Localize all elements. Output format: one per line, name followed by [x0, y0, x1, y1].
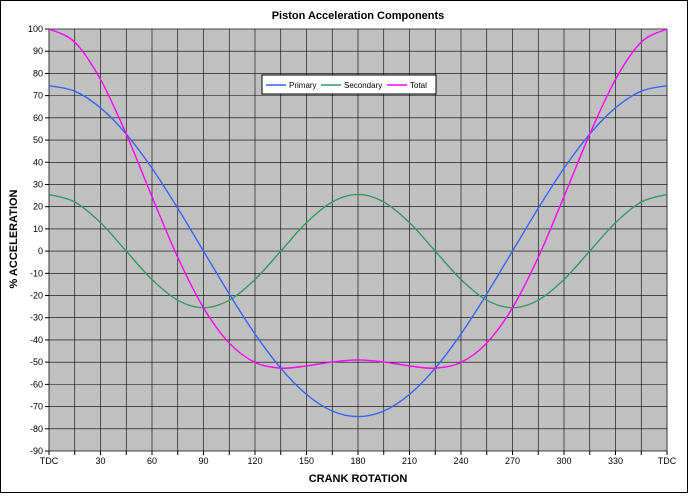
- y-tick-label: -10: [30, 268, 43, 278]
- x-tick-label: 270: [505, 456, 520, 466]
- y-tick-label: -20: [30, 291, 43, 301]
- legend: Primary Secondary Total: [261, 74, 437, 95]
- x-tick-label: 300: [556, 456, 571, 466]
- y-tick-label: -40: [30, 335, 43, 345]
- chart-title: Piston Acceleration Components: [272, 10, 445, 22]
- legend-box: [261, 74, 437, 95]
- y-tick-label: -70: [30, 402, 43, 412]
- y-tick-label: 100: [28, 24, 43, 34]
- y-tick-label: 0: [38, 246, 43, 256]
- x-tick-label: 120: [247, 456, 262, 466]
- series-lines: [48, 28, 668, 418]
- x-tick-label: 210: [402, 456, 417, 466]
- y-tick-label: 40: [33, 157, 43, 167]
- y-tick-label: 10: [33, 224, 43, 234]
- legend-label-secondary: Secondary: [344, 81, 382, 90]
- y-tick-label: 50: [33, 135, 43, 145]
- y-tick-label: -90: [30, 446, 43, 456]
- x-axis-title: CRANK ROTATION: [309, 473, 408, 485]
- x-tick-label: 30: [95, 456, 105, 466]
- y-axis-ticks: 1009080706050403020100-10-20-30-40-50-60…: [28, 24, 49, 456]
- x-axis-ticks: TDC 30 60 90 120 150 180 210 240 270 300 330 TDC: [40, 451, 677, 466]
- series-line-total: [48, 28, 668, 369]
- y-tick-label: 70: [33, 91, 43, 101]
- x-tick-label: 180: [350, 456, 365, 466]
- y-tick-label: -50: [30, 357, 43, 367]
- legend-label-total: Total: [410, 81, 427, 90]
- y-axis-title: % ACCELERATION: [8, 189, 20, 288]
- grid-lines: [48, 28, 668, 452]
- x-tick-label: 330: [608, 456, 623, 466]
- series-line-secondary: [48, 193, 668, 309]
- y-tick-label: -60: [30, 379, 43, 389]
- y-tick-label: -30: [30, 313, 43, 323]
- x-tick-label: 60: [147, 456, 157, 466]
- series-line-primary: [48, 84, 668, 418]
- x-tick-label: 150: [299, 456, 314, 466]
- y-tick-label: -80: [30, 424, 43, 434]
- x-tick-label: 240: [453, 456, 468, 466]
- x-tick-label: 90: [198, 456, 208, 466]
- y-tick-label: 30: [33, 179, 43, 189]
- y-tick-label: 20: [33, 202, 43, 212]
- legend-label-primary: Primary: [289, 81, 317, 90]
- y-tick-label: 80: [33, 68, 43, 78]
- y-tick-label: 90: [33, 46, 43, 56]
- x-tick-label: TDC: [40, 456, 59, 466]
- x-tick-label: TDC: [658, 456, 677, 466]
- y-tick-label: 60: [33, 113, 43, 123]
